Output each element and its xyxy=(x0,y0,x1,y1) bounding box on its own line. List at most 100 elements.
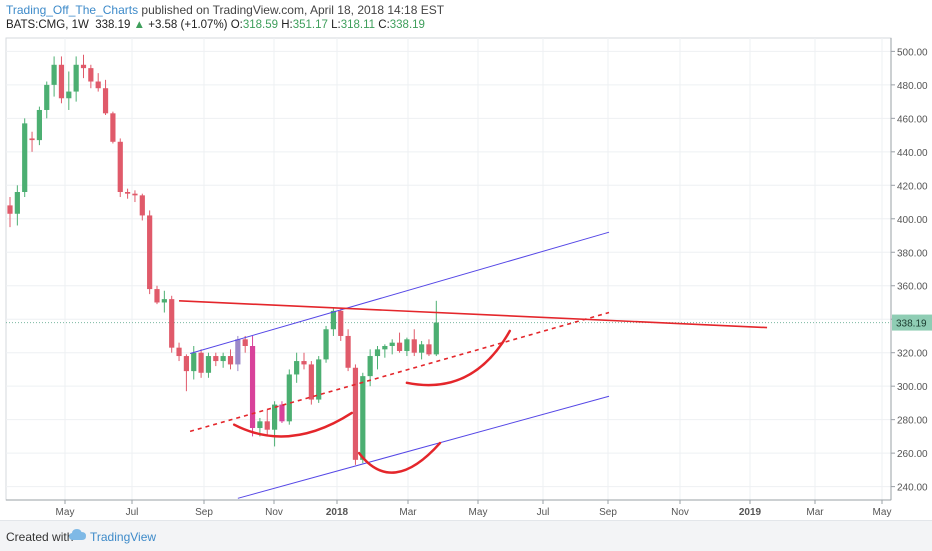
candle-body xyxy=(426,344,432,355)
candle-body xyxy=(227,356,234,365)
candle-body xyxy=(139,195,145,216)
candle-body xyxy=(29,138,35,141)
candle-body xyxy=(382,346,388,350)
candle-body xyxy=(132,193,138,196)
close-label: C: xyxy=(378,19,390,31)
y-tick-label: 240.00 xyxy=(897,483,928,494)
x-tick-label: Nov xyxy=(671,507,689,518)
candle-body xyxy=(117,141,123,192)
y-tick-label: 440.00 xyxy=(897,148,928,159)
candle-body xyxy=(176,347,182,357)
candle-body xyxy=(308,364,314,400)
candle-body xyxy=(404,339,410,352)
pattern-arc xyxy=(232,411,354,438)
symbol-ohlc-line: BATS:CMG, 1W 338.19 ▲ +3.58 (+1.07%) O:3… xyxy=(6,19,425,31)
x-tick-label: May xyxy=(56,507,75,518)
candle-body xyxy=(110,113,116,142)
high-value: 351.17 xyxy=(292,19,328,31)
channel-line xyxy=(237,395,610,499)
last-price-tag-text: 338.19 xyxy=(896,319,927,330)
x-tick-label: Jul xyxy=(537,507,550,518)
low-label: L: xyxy=(331,19,341,31)
x-tick-label: 2018 xyxy=(326,507,349,518)
candle-body xyxy=(36,109,42,141)
candle-body xyxy=(183,356,189,372)
pattern-arc xyxy=(357,441,442,474)
y-tick-label: 420.00 xyxy=(897,181,928,192)
resistance-line xyxy=(179,300,768,329)
candle-body xyxy=(433,322,439,355)
candle-body xyxy=(191,352,197,372)
candle-body xyxy=(419,344,425,353)
candle-body xyxy=(205,356,212,373)
candle-body xyxy=(374,349,381,357)
pattern-arc xyxy=(405,329,512,387)
y-tick-label: 460.00 xyxy=(897,114,928,125)
publish-info: Trading_Off_The_Charts published on Trad… xyxy=(6,3,444,17)
candle-body xyxy=(73,64,79,92)
candle-body xyxy=(51,64,57,85)
candle-body xyxy=(389,342,395,346)
candle-body xyxy=(198,352,204,373)
candle-body xyxy=(249,346,256,429)
candle-body xyxy=(264,421,270,430)
candle-body xyxy=(272,404,278,430)
tradingview-logo-icon xyxy=(69,529,86,540)
candle-body xyxy=(352,367,359,460)
candle-body xyxy=(80,64,87,69)
candle-body xyxy=(14,192,20,214)
candle-body xyxy=(88,68,94,82)
x-tick-label: Mar xyxy=(806,507,824,518)
candle-body xyxy=(294,361,300,375)
x-tick-label: Mar xyxy=(399,507,417,518)
candle-body xyxy=(330,310,336,330)
created-with-text: Created with xyxy=(6,530,74,544)
x-tick-label: May xyxy=(469,507,488,518)
candle-body xyxy=(220,356,226,362)
footer-bar: Created with TradingView xyxy=(0,520,932,551)
candle-body xyxy=(345,335,351,368)
candle-body xyxy=(7,205,13,214)
candle-body xyxy=(323,329,329,360)
last-price-tag xyxy=(892,314,932,331)
candle-body xyxy=(411,339,417,353)
candle-body xyxy=(147,215,153,290)
candle-body xyxy=(22,123,28,192)
open-value: 318.59 xyxy=(242,19,279,31)
up-arrow-icon: ▲ xyxy=(133,19,146,31)
candle-body xyxy=(95,81,101,89)
published-text: published on TradingView.com, April 18, … xyxy=(138,3,445,17)
candle-body xyxy=(102,88,109,114)
author-link[interactable]: Trading_Off_The_Charts xyxy=(6,3,139,17)
x-tick-label: May xyxy=(873,507,892,518)
candle-body xyxy=(360,376,366,460)
candle-body xyxy=(58,64,65,99)
y-tick-label: 280.00 xyxy=(897,416,928,427)
candle-body xyxy=(338,310,344,336)
x-tick-label: Sep xyxy=(195,507,213,518)
candle-body xyxy=(169,299,175,348)
candle-body xyxy=(242,339,248,346)
y-tick-label: 400.00 xyxy=(897,215,928,226)
candle-body xyxy=(257,421,263,429)
low-value: 318.11 xyxy=(340,19,376,31)
candle-body xyxy=(66,91,72,99)
candle-body xyxy=(213,356,219,362)
tradingview-brand[interactable]: TradingView xyxy=(90,530,157,544)
open-label: O: xyxy=(230,19,243,31)
y-tick-label: 480.00 xyxy=(897,81,928,92)
x-tick-label: Jul xyxy=(126,507,139,518)
candle-body xyxy=(44,84,50,110)
candle-body xyxy=(161,299,167,303)
plot-frame xyxy=(5,37,892,501)
y-tick-label: 360.00 xyxy=(897,282,928,293)
candle-body xyxy=(396,342,403,352)
candle-body xyxy=(125,192,131,194)
close-value: 338.19 xyxy=(389,19,425,31)
candle-body xyxy=(235,339,241,365)
price-chart[interactable]: 500.00 480.00 460.00 440.00 420.00 400.00 380.… xyxy=(0,0,932,520)
y-tick-label: 500.00 xyxy=(897,47,928,58)
symbol-label: BATS:CMG, 1W xyxy=(6,19,89,31)
candle-body xyxy=(316,359,322,400)
last-price: 338.19 xyxy=(95,19,131,31)
